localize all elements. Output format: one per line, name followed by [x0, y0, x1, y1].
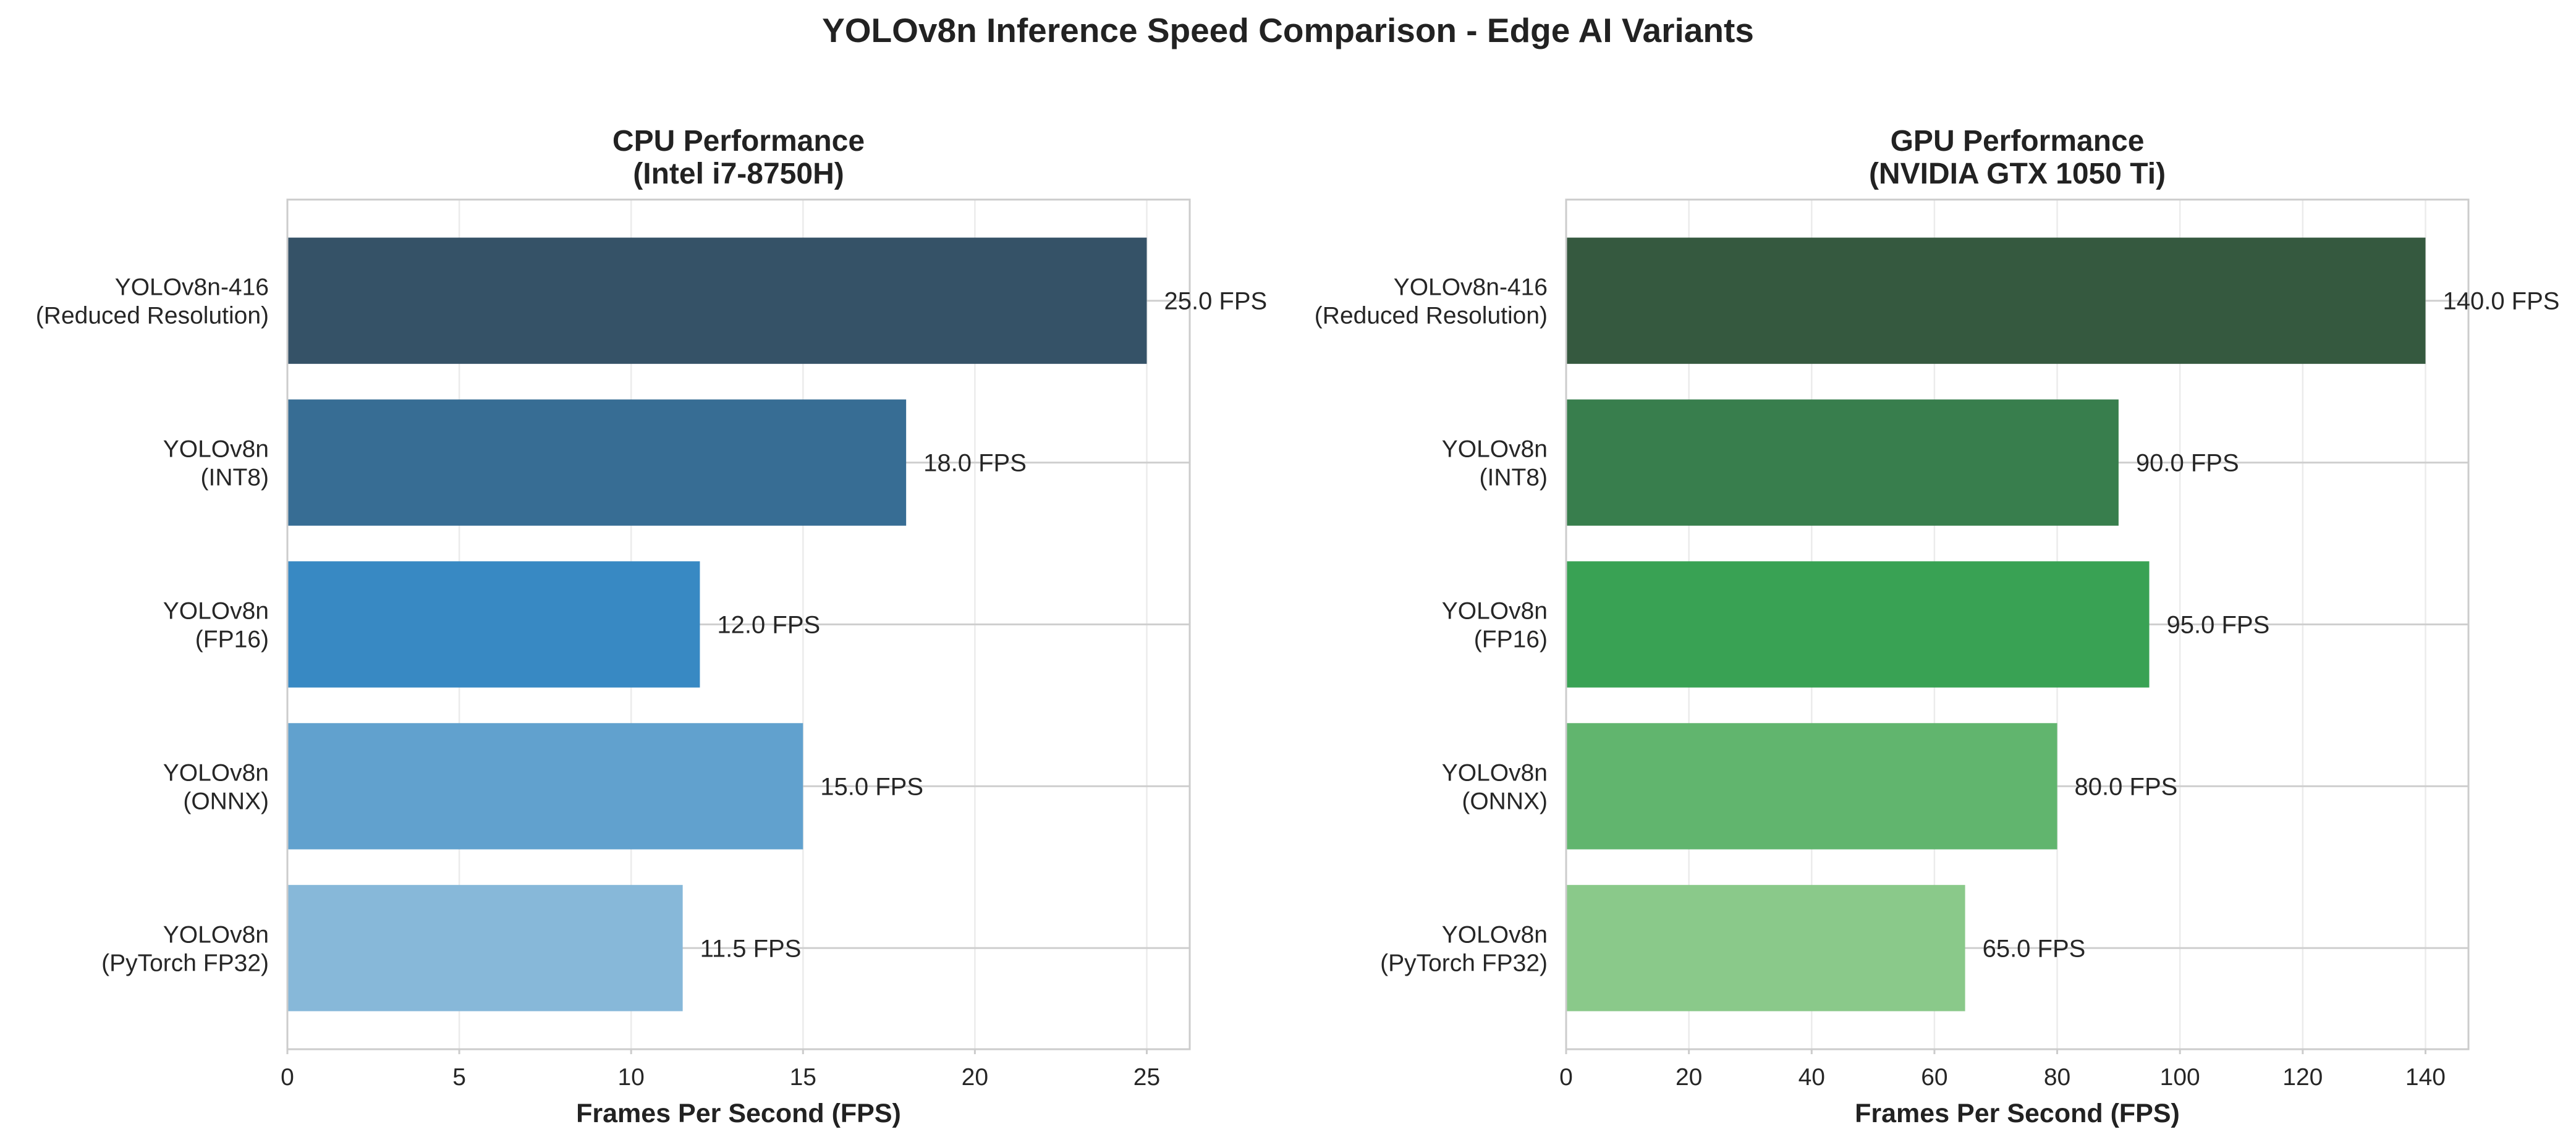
data-label: 15.0 FPS [820, 773, 923, 800]
y-tick-label: YOLOv8n-416 (Reduced Resolution) [1315, 274, 1548, 329]
x-tick-label: 60 [1921, 1064, 1947, 1091]
bar [1566, 561, 2150, 688]
data-label: 90.0 FPS [2136, 450, 2239, 477]
x-tick-label: 40 [1799, 1064, 1825, 1091]
x-axis-label: Frames Per Second (FPS) [1855, 1099, 2180, 1128]
data-label: 140.0 FPS [2443, 288, 2559, 315]
y-tick-label: YOLOv8n (PyTorch FP32) [101, 921, 269, 976]
data-label: 95.0 FPS [2167, 612, 2270, 639]
x-tick-label: 15 [790, 1064, 816, 1091]
data-label: 65.0 FPS [1983, 935, 2086, 962]
bar [1566, 723, 2057, 850]
x-tick-label: 120 [2282, 1064, 2323, 1091]
bar [287, 399, 907, 526]
bar [1566, 885, 1965, 1012]
x-tick-label: 0 [281, 1064, 294, 1091]
bar [1566, 399, 2119, 526]
bar [287, 561, 700, 688]
x-tick-label: 80 [2044, 1064, 2070, 1091]
bar [1566, 237, 2426, 364]
chart-title: YOLOv8n Inference Speed Comparison - Edg… [822, 11, 1754, 49]
x-tick-label: 100 [2160, 1064, 2200, 1091]
plot-area-frame [1565, 198, 2470, 1050]
x-tick-label: 140 [2405, 1064, 2446, 1091]
data-label: 25.0 FPS [1164, 288, 1267, 315]
y-tick-label: YOLOv8n (FP16) [1442, 598, 1548, 653]
x-tick-label: 25 [1133, 1064, 1160, 1091]
y-tick-label: YOLOv8n (ONNX) [1442, 759, 1548, 814]
x-tick-label: 20 [962, 1064, 988, 1091]
data-label: 12.0 FPS [717, 612, 820, 639]
data-label: 80.0 FPS [2075, 773, 2178, 800]
y-tick-label: YOLOv8n (INT8) [163, 436, 269, 491]
x-tick-label: 0 [1559, 1064, 1573, 1091]
y-tick-label: YOLOv8n (ONNX) [163, 759, 269, 814]
x-tick-label: 10 [617, 1064, 644, 1091]
x-tick-label: 5 [452, 1064, 466, 1091]
y-tick-label: YOLOv8n (FP16) [163, 598, 269, 653]
chart-panel-2: 140.0 FPS 90.0 FPS 95.0 FPS 80.0 FPS 65.0 FP… [1315, 125, 2560, 1128]
plot-area-frame [286, 198, 1191, 1050]
data-label: 11.5 FPS [700, 935, 802, 962]
chart-panel-1: 25.0 FPS 18.0 FPS 12.0 FPS 15.0 FPS 11.5 FPS… [36, 125, 1267, 1128]
x-axis-label: Frames Per Second (FPS) [576, 1099, 901, 1128]
y-tick-label: YOLOv8n-416 (Reduced Resolution) [36, 274, 269, 329]
bar [287, 237, 1147, 364]
panel-title: GPU Performance (NVIDIA GTX 1050 Ti) [1869, 125, 2166, 190]
y-tick-label: YOLOv8n (PyTorch FP32) [1380, 921, 1548, 976]
data-label: 18.0 FPS [923, 450, 1027, 477]
bar [287, 723, 803, 850]
y-tick-label: YOLOv8n (INT8) [1442, 436, 1548, 491]
panel-title: CPU Performance (Intel i7-8750H) [612, 125, 865, 190]
x-tick-label: 20 [1676, 1064, 1702, 1091]
bar [287, 885, 683, 1012]
